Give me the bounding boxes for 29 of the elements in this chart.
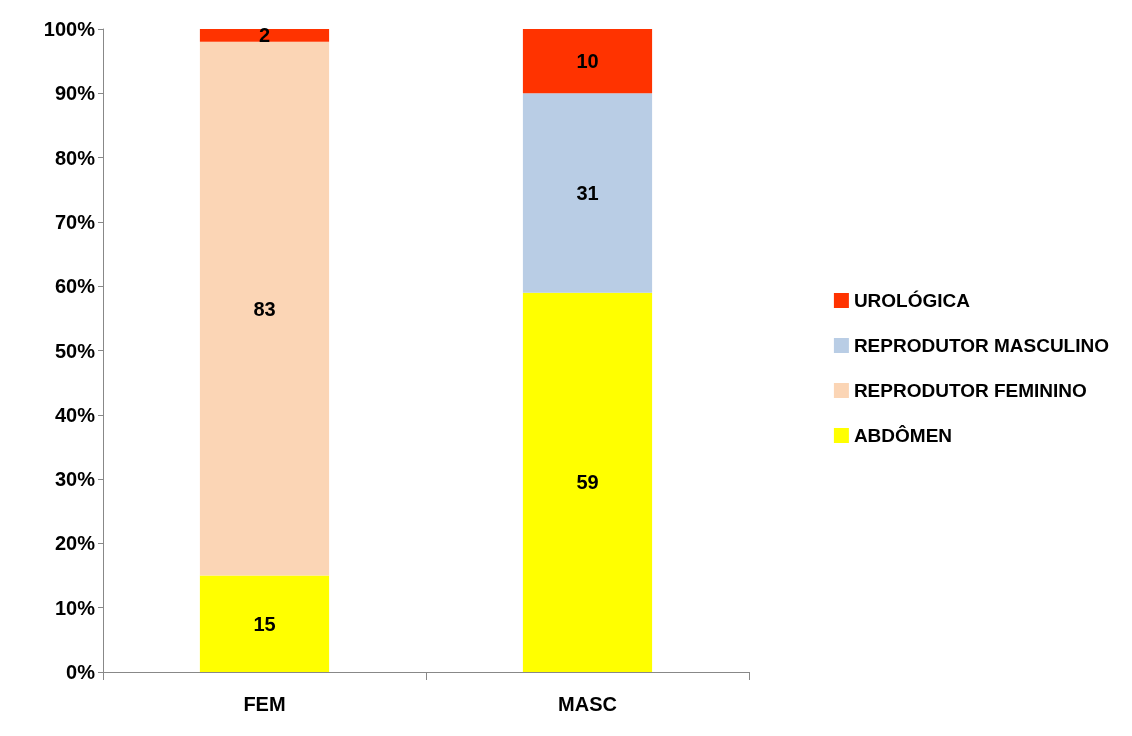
bar [199, 575, 330, 672]
x-tick-label: FEM [243, 693, 286, 715]
x-tick-label: MASC [558, 693, 617, 715]
bar [199, 29, 330, 42]
y-tick-label: 80% [54, 146, 96, 169]
y-tick-label: 60% [54, 275, 96, 298]
bar [522, 29, 653, 94]
bar [522, 292, 653, 672]
legend-label: REPRODUTOR MASCULINO [853, 335, 1110, 356]
y-tick-label: 90% [54, 82, 96, 105]
y-tick-label: 20% [54, 532, 96, 555]
data-label: 83 [253, 297, 276, 320]
y-tick-label: 70% [54, 210, 96, 233]
data-label: 59 [576, 471, 599, 494]
y-tick-label: 0% [66, 661, 96, 683]
bar [522, 93, 653, 293]
y-tick-label: 10% [54, 596, 96, 619]
y-tick-label: 30% [54, 468, 96, 491]
y-tick-label: 100% [43, 18, 96, 40]
bar [199, 41, 330, 576]
data-label: 2 [258, 24, 271, 47]
legend-label: ABDÔMEN [853, 425, 953, 446]
y-tick-label: 50% [54, 339, 96, 362]
legend-label: REPRODUTOR FEMININO [853, 380, 1087, 401]
y-tick-label: 40% [54, 403, 96, 426]
legend-label: UROLÓGICA [853, 290, 971, 311]
data-label: 10 [576, 50, 599, 73]
data-label: 31 [576, 181, 599, 204]
data-label: 15 [253, 612, 276, 635]
